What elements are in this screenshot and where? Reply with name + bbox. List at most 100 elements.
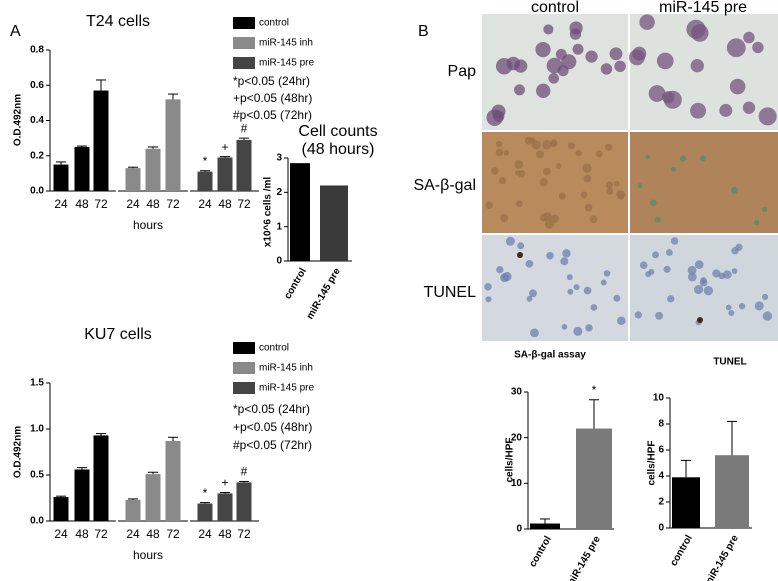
cell	[656, 52, 674, 70]
x-tick-label: miR-145 pre	[305, 266, 343, 321]
bar	[197, 503, 213, 521]
note: #p<0.05 (72hr)	[233, 438, 312, 452]
micrograph-grid	[482, 14, 778, 341]
cell	[543, 167, 551, 176]
bar	[125, 168, 141, 191]
cell	[712, 269, 721, 278]
chart-title: TUNEL	[713, 357, 746, 368]
column-label: miR-145 pre	[659, 0, 747, 16]
cell	[679, 155, 687, 162]
legend-swatch	[233, 362, 255, 374]
bar	[74, 469, 90, 521]
bar	[236, 482, 252, 521]
micrograph	[630, 132, 778, 233]
cell	[730, 186, 739, 194]
x-tick-label: 48	[218, 197, 232, 211]
cell	[742, 101, 756, 114]
cell	[605, 181, 614, 189]
cell	[600, 279, 607, 286]
cell	[726, 38, 746, 58]
cell	[572, 43, 584, 55]
note: +p<0.05 (48hr)	[233, 420, 312, 434]
x-tick-label: 24	[126, 197, 140, 211]
cell	[691, 24, 709, 42]
y-tick-label: 0.5	[30, 470, 44, 481]
cell	[529, 137, 536, 144]
cell	[550, 214, 560, 223]
cell	[667, 295, 675, 303]
cell	[498, 176, 507, 185]
cell	[728, 310, 735, 316]
cell	[761, 293, 769, 301]
x-tick-label: 72	[166, 527, 180, 541]
cell	[762, 311, 773, 321]
legend-label: miR-145 pre	[259, 383, 314, 394]
cell	[743, 31, 755, 44]
cell	[562, 249, 571, 258]
cell	[652, 251, 660, 259]
cell	[663, 265, 671, 273]
cell	[569, 28, 582, 40]
cell	[639, 261, 648, 269]
cell	[561, 54, 577, 70]
y-tick-label: 0.6	[30, 80, 44, 91]
cell	[663, 90, 682, 109]
annotation: #	[241, 121, 248, 135]
legend-label: control	[259, 18, 289, 29]
bar	[93, 435, 109, 521]
cell	[600, 63, 613, 75]
y-tick-label: 0	[658, 523, 664, 534]
cell	[542, 139, 552, 150]
cell	[514, 84, 525, 96]
x-tick-label: 24	[198, 527, 212, 541]
x-axis-label: hours	[133, 548, 163, 562]
cell	[555, 163, 562, 169]
cell	[584, 203, 593, 212]
cell	[670, 237, 679, 245]
cell	[525, 259, 534, 268]
cell	[699, 155, 706, 162]
cell	[517, 252, 523, 258]
bar	[145, 148, 161, 191]
cell	[496, 266, 504, 274]
cell	[502, 271, 512, 282]
x-tick-label: 48	[146, 197, 160, 211]
x-axis-label: hours	[133, 218, 163, 232]
cell	[546, 57, 563, 74]
cell	[617, 193, 624, 200]
cell	[568, 142, 576, 150]
x-tick-label: 48	[75, 197, 89, 211]
cell	[580, 191, 588, 199]
cell	[582, 163, 592, 173]
cell	[567, 288, 574, 295]
cell	[655, 311, 664, 320]
cell	[544, 219, 555, 229]
bar	[53, 497, 69, 521]
cell	[649, 199, 657, 207]
bar	[236, 139, 252, 191]
cell	[546, 251, 554, 260]
bar	[576, 428, 612, 529]
cell	[589, 215, 598, 224]
cell	[609, 47, 623, 61]
cell	[699, 278, 708, 287]
cell	[515, 169, 521, 176]
annotation: +	[221, 476, 228, 490]
cell	[536, 150, 545, 159]
note: *p<0.05 (24hr)	[233, 74, 310, 88]
cell	[694, 260, 704, 269]
annotation: *	[203, 486, 208, 500]
legend-label: control	[259, 343, 289, 354]
cell	[697, 317, 703, 323]
bar	[217, 157, 233, 191]
bar	[320, 185, 348, 261]
x-tick-label: 24	[126, 527, 140, 541]
cell	[492, 110, 505, 123]
legend-swatch	[233, 342, 255, 354]
y-tick-label: 0.8	[30, 45, 44, 56]
row-label: SA-β-gal	[413, 177, 476, 194]
x-tick-label: 24	[54, 527, 68, 541]
cell	[723, 270, 732, 279]
legend-label: miR-145 inh	[259, 38, 313, 49]
bar	[165, 99, 181, 191]
